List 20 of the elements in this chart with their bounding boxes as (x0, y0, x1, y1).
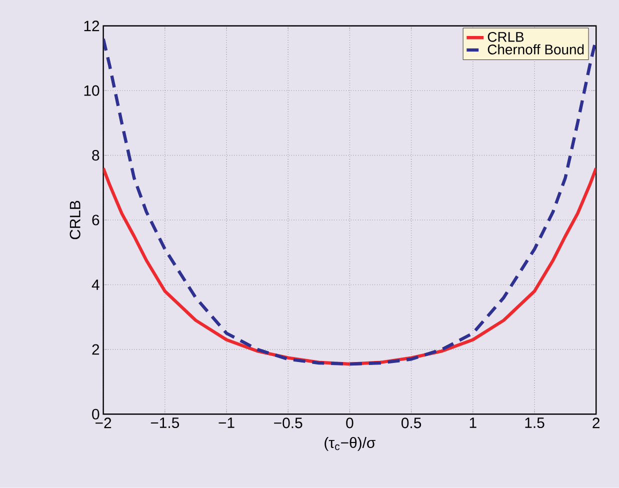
x-tick-label: 2 (592, 418, 600, 428)
x-tick-label: 1.5 (525, 418, 544, 428)
x-tick-label: 1 (470, 418, 476, 428)
x-tick-label: −2 (96, 418, 112, 428)
y-tick-label: 10 (84, 85, 100, 96)
x-axis-title: (τ$_{c}$−θ)/σ (324, 437, 376, 452)
x-tick-label: −0.5 (274, 418, 302, 428)
y-tick-label: 12 (84, 20, 100, 32)
y-tick-label: 6 (92, 214, 100, 226)
y-tick-label: 0 (92, 408, 100, 420)
y-axis-title: CRLB (70, 200, 80, 240)
y-tick-label: 2 (92, 344, 100, 355)
x-tick-label: 0 (346, 418, 354, 428)
y-tick-label: 4 (92, 280, 100, 290)
legend-label: CRLB (488, 32, 524, 42)
x-tick-label: 0.5 (402, 418, 422, 428)
y-tick-label: 8 (92, 150, 100, 161)
x-tick-label: −1.5 (150, 418, 180, 428)
x-tick-label: −1 (218, 418, 234, 428)
legend-label: Chernoff Bound (488, 44, 584, 55)
